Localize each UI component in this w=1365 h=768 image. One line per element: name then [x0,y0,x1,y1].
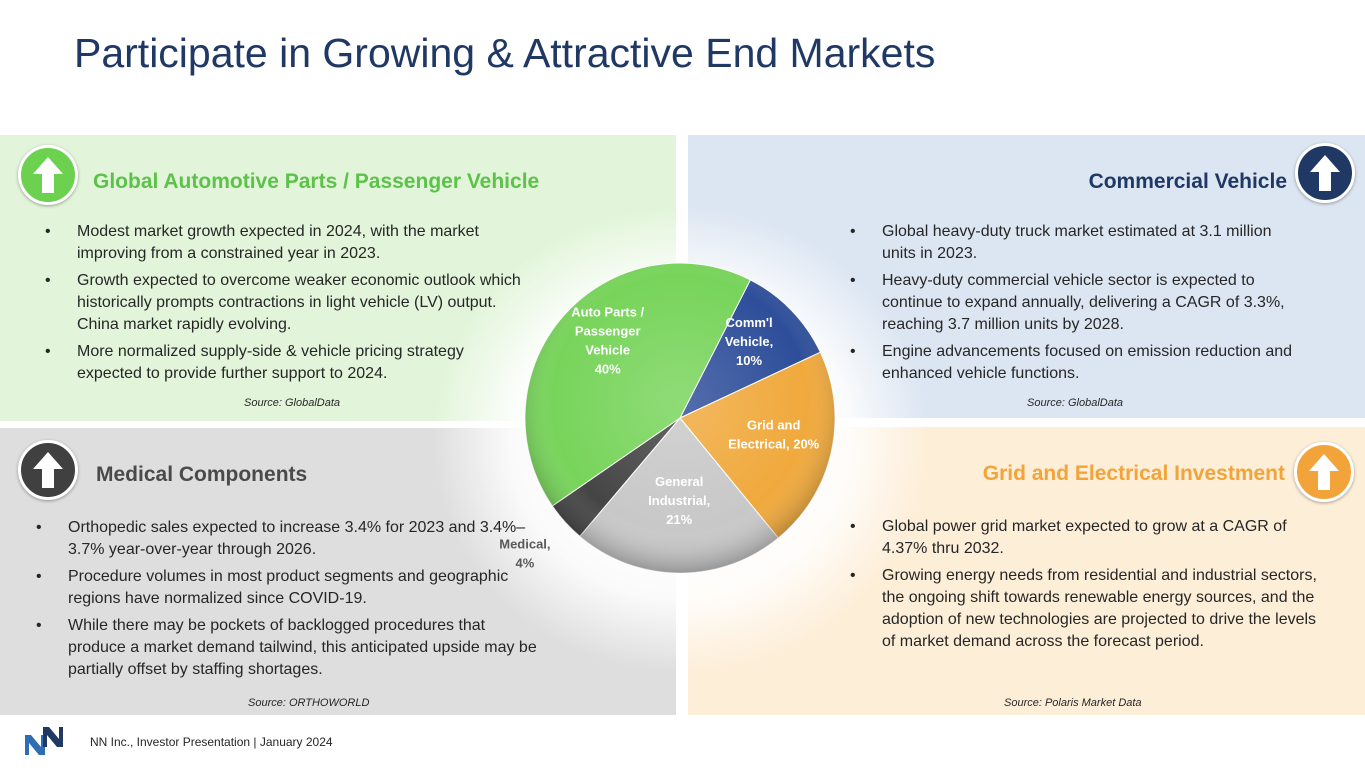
list-item: More normalized supply-side & vehicle pr… [45,341,525,385]
list-item: Engine advancements focused on emission … [850,341,1300,385]
auto-bullets: Modest market growth expected in 2024, w… [45,221,525,390]
grid-heading: Grid and Electrical Investment [982,462,1285,485]
list-item: Modest market growth expected in 2024, w… [45,221,525,265]
up-arrow-icon [1294,442,1354,502]
list-item: Global heavy-duty truck market estimated… [850,221,1300,265]
grid-bullets: Global power grid market expected to gro… [850,516,1320,658]
medical-heading: Medical Components [96,463,308,486]
up-arrow-icon [18,440,78,500]
list-item: Global power grid market expected to gro… [850,516,1320,560]
footer-text: NN Inc., Investor Presentation | January… [90,735,333,749]
list-item: Heavy-duty commercial vehicle sector is … [850,270,1300,336]
list-item: Orthopedic sales expected to increase 3.… [36,517,546,561]
nn-logo-icon [25,727,63,755]
medical-bullets: Orthopedic sales expected to increase 3.… [36,517,546,686]
commercial-source: Source: GlobalData [1027,397,1123,409]
up-arrow-icon [1295,143,1355,203]
list-item: While there may be pockets of backlogged… [36,615,546,681]
list-item: Growth expected to overcome weaker econo… [45,270,525,336]
grid-source: Source: Polaris Market Data [1004,697,1142,709]
auto-source: Source: GlobalData [244,397,340,409]
auto-heading: Global Automotive Parts / Passenger Vehi… [93,170,540,193]
up-arrow-icon [18,145,78,205]
commercial-bullets: Global heavy-duty truck market estimated… [850,221,1300,390]
medical-source: Source: ORTHOWORLD [248,697,370,709]
list-item: Procedure volumes in most product segmen… [36,566,546,610]
list-item: Growing energy needs from residential an… [850,565,1320,653]
commercial-heading: Commercial Vehicle [1088,170,1287,193]
page-title: Participate in Growing & Attractive End … [74,30,936,76]
